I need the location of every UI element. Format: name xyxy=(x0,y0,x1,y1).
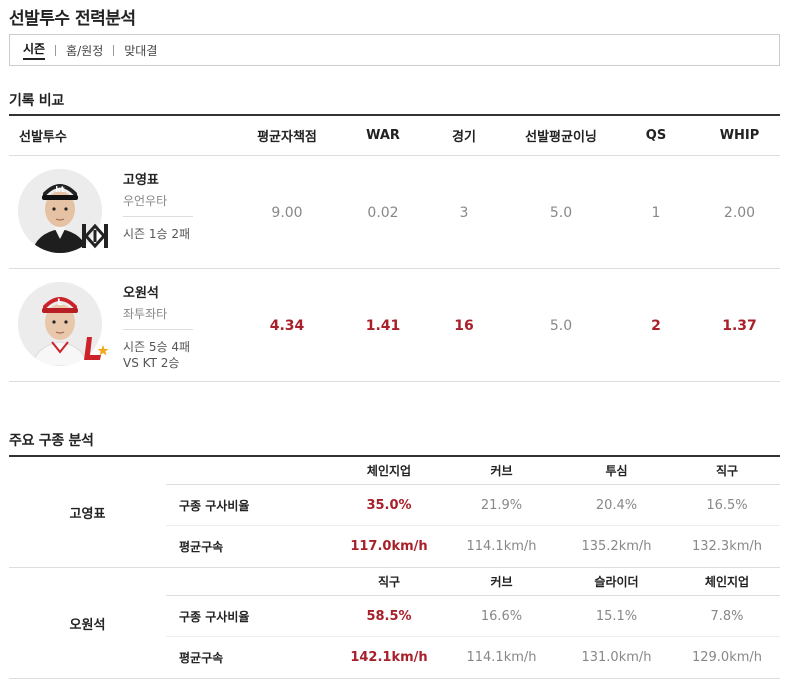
speed-value: 129.0km/h xyxy=(691,650,763,665)
header-war: WAR xyxy=(366,128,400,143)
pitcher-season-record: 시즌 1승 2패 xyxy=(123,227,191,241)
row-label: 평균구속 xyxy=(179,540,224,554)
ratio-value: 21.9% xyxy=(480,497,523,513)
pitcher-name: 오원석 xyxy=(69,618,106,633)
pitch-type: 직구 xyxy=(715,464,739,478)
ssg-landers-logo xyxy=(79,333,111,365)
page-title: 선발투수 전력분석 xyxy=(9,9,136,29)
table-row: L 오원석 좌투좌타 시즌 5승 4패 VS KT 2승 4.34 1.41 1… xyxy=(9,269,780,382)
pitch-type: 직구 xyxy=(377,575,401,589)
pitch-speed-row: 평균구속 117.0km/h 114.1km/h 135.2km/h 132.3… xyxy=(166,526,780,567)
pitch-type: 투심 xyxy=(605,464,628,478)
stat-whip: 2.00 xyxy=(723,204,756,221)
record-compare-title: 기록 비교 xyxy=(9,93,64,109)
stat-qs: 1 xyxy=(651,204,661,221)
stat-games: 3 xyxy=(459,204,469,221)
stat-games: 16 xyxy=(454,317,474,334)
pitcher-name[interactable]: 오원석 xyxy=(123,286,159,301)
speed-value: 135.2km/h xyxy=(581,539,652,554)
pitcher-hand: 좌투좌타 xyxy=(123,307,168,321)
svg-text:L: L xyxy=(57,298,63,308)
kt-wiz-logo xyxy=(79,220,111,252)
pitch-type: 체인지업 xyxy=(366,464,412,478)
svg-text:kt: kt xyxy=(55,185,64,194)
row-label: 구종 구사비율 xyxy=(179,610,250,624)
pitch-type-header: 체인지업 커브 투심 직구 xyxy=(166,457,780,485)
ratio-value: 15.1% xyxy=(595,608,638,624)
speed-value: 132.3km/h xyxy=(691,539,763,554)
pitch-type: 체인지업 xyxy=(704,575,750,589)
speed-value: 142.1km/h xyxy=(350,650,428,665)
ratio-value: 16.5% xyxy=(706,497,748,513)
ratio-value: 20.4% xyxy=(595,497,638,513)
speed-value: 114.1km/h xyxy=(466,650,537,665)
pitch-block: 고영표 체인지업 커브 투심 직구 구종 구사비율 35.0% 21.9% 20… xyxy=(9,457,780,568)
stat-era: 9.00 xyxy=(271,204,303,221)
header-whip: WHIP xyxy=(719,128,760,143)
pitch-ratio-row: 구종 구사비율 35.0% 21.9% 20.4% 16.5% xyxy=(166,485,780,526)
ratio-value: 7.8% xyxy=(710,608,744,624)
stat-qs: 2 xyxy=(651,317,661,334)
pitch-block: 오원석 직구 커브 슬라이더 체인지업 구종 구사비율 58.5% 16.6% … xyxy=(9,568,780,679)
pitch-type: 슬라이더 xyxy=(594,575,639,589)
ratio-value: 16.6% xyxy=(480,608,523,624)
pitch-type: 커브 xyxy=(490,575,513,589)
header-era: 평균자책점 xyxy=(257,130,317,145)
speed-value: 117.0km/h xyxy=(350,539,428,554)
speed-value: 114.1km/h xyxy=(466,539,537,554)
tab-divider xyxy=(113,44,115,56)
stat-avg-innings: 5.0 xyxy=(549,204,573,221)
tab-bar: 시즌 홈/원정 맞대결 xyxy=(9,34,780,66)
tab-season[interactable]: 시즌 xyxy=(23,40,46,60)
record-compare-table: 선발투수 평균자책점 WAR 경기 선발평균이닝 QS WHIP kt xyxy=(9,114,780,382)
table-header: 선발투수 평균자책점 WAR 경기 선발평균이닝 QS WHIP xyxy=(9,116,780,156)
stat-avg-innings: 5.0 xyxy=(549,317,573,334)
pitch-type: 커브 xyxy=(490,464,513,478)
divider xyxy=(123,329,193,330)
speed-value: 131.0km/h xyxy=(581,650,652,665)
pitcher-vs-record: VS KT 2승 xyxy=(123,356,180,370)
stat-whip: 1.37 xyxy=(722,317,757,334)
table-row: kt 고영표 우언우타 시즌 1승 2패 9.00 0.02 3 5.0 1 2… xyxy=(9,156,780,269)
pitcher-hand: 우언우타 xyxy=(123,194,168,208)
pitch-ratio-row: 구종 구사비율 58.5% 16.6% 15.1% 7.8% xyxy=(166,596,780,637)
tab-head-to-head[interactable]: 맞대결 xyxy=(124,43,158,58)
pitch-analysis-table: 고영표 체인지업 커브 투심 직구 구종 구사비율 35.0% 21.9% 20… xyxy=(9,455,780,679)
ratio-value: 58.5% xyxy=(366,608,412,624)
header-avg-innings: 선발평균이닝 xyxy=(525,130,597,145)
pitch-type-header: 직구 커브 슬라이더 체인지업 xyxy=(166,568,780,596)
stat-war: 0.02 xyxy=(367,204,399,221)
stat-era: 4.34 xyxy=(269,317,305,334)
pitcher-season-record: 시즌 5승 4패 xyxy=(123,340,191,354)
header-qs: QS xyxy=(645,128,667,143)
tab-divider xyxy=(55,44,57,56)
stat-war: 1.41 xyxy=(365,317,401,334)
row-label: 평균구속 xyxy=(179,651,224,665)
header-games: 경기 xyxy=(452,130,476,145)
header-pitcher: 선발투수 xyxy=(19,130,67,145)
avatar: kt xyxy=(18,169,102,253)
tab-home-away[interactable]: 홈/원정 xyxy=(66,43,104,58)
pitch-speed-row: 평균구속 142.1km/h 114.1km/h 131.0km/h 129.0… xyxy=(166,637,780,678)
pitcher-name[interactable]: 고영표 xyxy=(123,173,159,188)
row-label: 구종 구사비율 xyxy=(179,499,250,513)
pitcher-name: 고영표 xyxy=(69,507,106,522)
ratio-value: 35.0% xyxy=(366,497,412,513)
pitch-analysis-title: 주요 구종 분석 xyxy=(9,433,94,449)
avatar: L xyxy=(18,282,102,366)
divider xyxy=(123,216,193,217)
